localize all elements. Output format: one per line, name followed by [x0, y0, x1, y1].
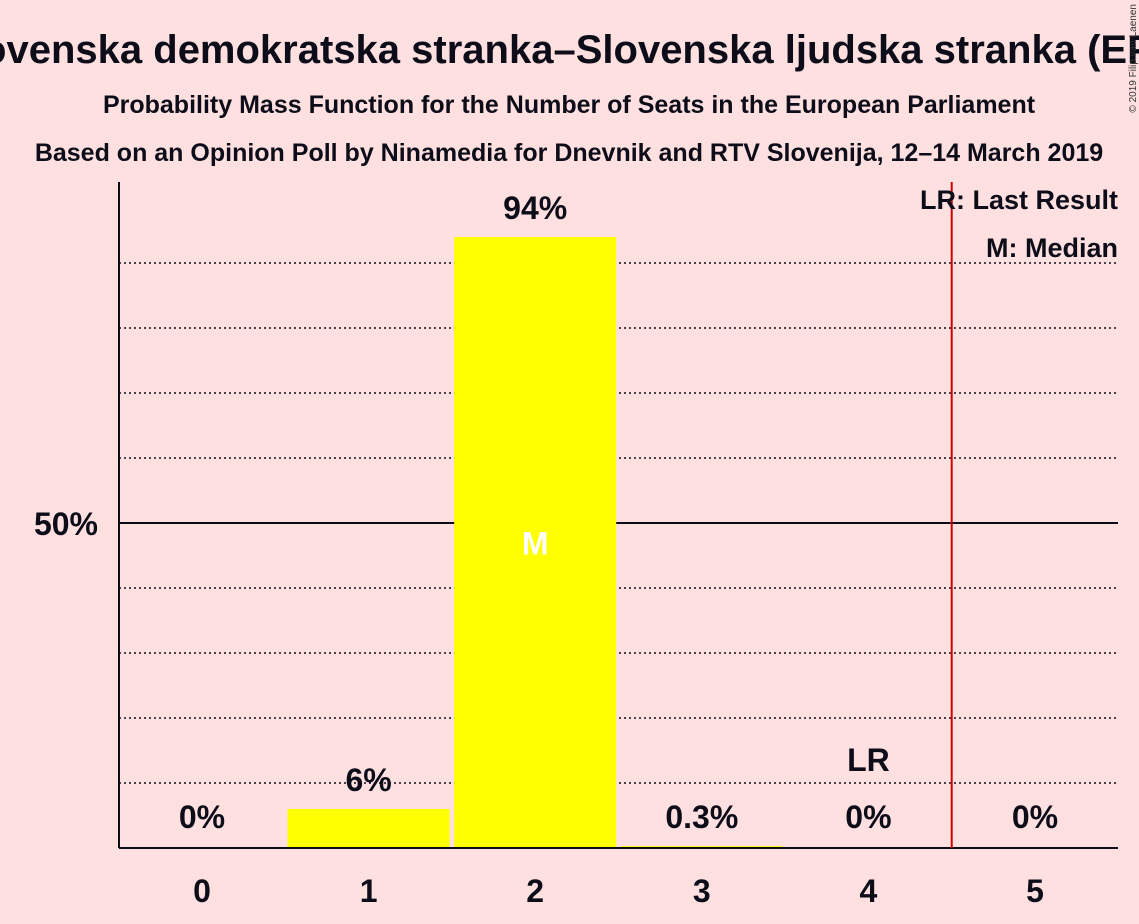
value-labels: 0% 6% 94% 0.3% 0% 0% M LR [179, 190, 1058, 835]
bar [454, 237, 617, 848]
x-tick-label: 3 [693, 873, 711, 909]
bar-value-label: 0% [179, 799, 225, 835]
bar-value-label: 0.3% [665, 799, 738, 835]
chart-title: Slovenska demokratska stranka–Slovenska … [0, 28, 1139, 72]
x-tick-label: 2 [526, 873, 544, 909]
copyright-notice: © 2019 Filip van Laenen [1128, 4, 1139, 113]
y-tick-label: 50% [34, 506, 98, 542]
x-tick-label: 0 [193, 873, 211, 909]
bars [287, 237, 783, 848]
bar-value-label: 94% [503, 190, 567, 226]
bar [287, 809, 450, 848]
legend-last-result: LR: Last Result [920, 185, 1118, 215]
axes: 0 1 2 3 4 5 50% [34, 182, 1118, 909]
gridlines [119, 262, 1118, 784]
chart-source: Based on an Opinion Poll by Ninamedia fo… [35, 139, 1103, 167]
last-result-marker: LR [847, 742, 890, 778]
x-tick-label: 1 [360, 873, 378, 909]
bar-value-label: 0% [845, 799, 891, 835]
chart-subtitle: Probability Mass Function for the Number… [103, 91, 1036, 119]
bar-value-label: 0% [1012, 799, 1058, 835]
median-marker: M [522, 526, 549, 562]
bar-value-label: 6% [345, 762, 391, 798]
legend-median: M: Median [986, 233, 1118, 263]
x-tick-label: 4 [860, 873, 878, 909]
x-tick-label: 5 [1026, 873, 1044, 909]
